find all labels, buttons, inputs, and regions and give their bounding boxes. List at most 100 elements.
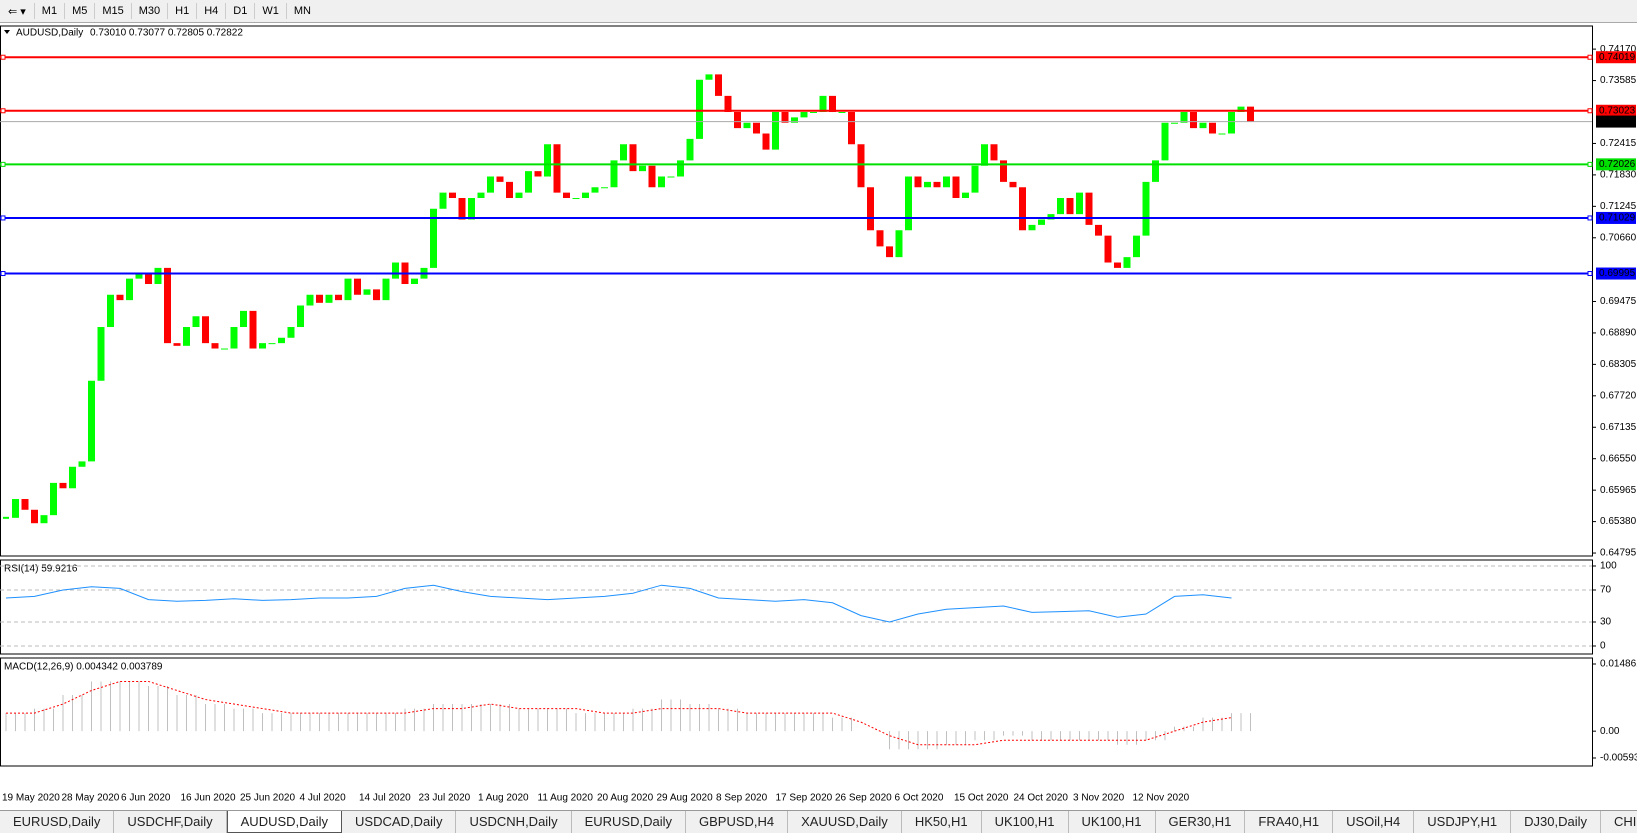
panel-frame <box>0 559 1593 655</box>
x-tick-label: 15 Oct 2020 <box>954 793 1009 804</box>
symbol-tab[interactable]: GBPUSD,H4 <box>686 811 789 833</box>
candle-body <box>97 327 105 381</box>
candle-body <box>1000 160 1007 182</box>
candle-body <box>373 289 380 301</box>
candle-body <box>135 273 143 279</box>
candle-body <box>487 176 494 193</box>
candle-body <box>829 95 836 113</box>
candle-body <box>677 160 684 177</box>
candle-body <box>477 192 485 199</box>
indicator-title: MACD(12,26,9) 0.004342 0.003789 <box>4 662 163 673</box>
toolbar-icon[interactable]: ⇐ ▾ <box>8 5 26 18</box>
candle-body <box>971 165 979 193</box>
y-tick-label: 0 <box>1600 641 1606 652</box>
candle-body <box>259 343 266 349</box>
level-handle <box>1587 108 1593 114</box>
candle-body <box>981 144 988 166</box>
level-handle <box>1587 271 1593 277</box>
symbol-tab[interactable]: DJ30,Daily <box>1511 811 1601 833</box>
symbol-tab[interactable]: USOil,H4 <box>1333 811 1415 833</box>
x-tick-label: 28 May 2020 <box>62 793 120 804</box>
x-tick-label: 24 Oct 2020 <box>1014 793 1069 804</box>
candle-body <box>601 187 608 189</box>
y-tick-label: 0.71245 <box>1600 201 1637 212</box>
candle-body <box>1057 198 1064 215</box>
x-tick-label: 11 Aug 2020 <box>538 793 594 804</box>
timeframe-button[interactable]: M1 <box>33 3 64 19</box>
y-tick-label: 100 <box>1600 561 1617 572</box>
symbol-tab[interactable]: GER30,H1 <box>1156 811 1246 833</box>
y-tick-label: 0.70660 <box>1600 232 1637 243</box>
candle-body <box>1028 224 1036 231</box>
symbol-tabs: EURUSD,Daily USDCHF,Daily AUDUSD,Daily USDC… <box>0 810 1637 833</box>
candle-body <box>344 278 352 301</box>
level-label: 0.72026 <box>1599 159 1636 170</box>
candle-body <box>21 499 29 510</box>
candle-body <box>943 176 950 188</box>
symbol-tab[interactable]: HK50,H1 <box>902 811 982 833</box>
candle-body <box>753 122 760 134</box>
candle-body <box>1161 122 1169 161</box>
timeframe-button[interactable]: H4 <box>196 3 225 19</box>
symbol-tab[interactable]: XAUUSD,Daily <box>788 811 902 833</box>
candle-body <box>164 267 171 344</box>
x-tick-label: 23 Jul 2020 <box>419 793 471 804</box>
candle-body <box>173 343 181 346</box>
timeframe-button[interactable]: M15 <box>94 3 130 19</box>
timeframe-button[interactable]: M5 <box>64 3 94 19</box>
y-tick-label: 0.67720 <box>1600 390 1637 401</box>
symbol-tab[interactable]: USDCHF,Daily <box>114 811 227 833</box>
level-handle <box>0 108 6 114</box>
x-tick-label: 12 Nov 2020 <box>1133 793 1190 804</box>
candle-body <box>202 316 209 344</box>
candle-body <box>116 294 124 301</box>
candle-body <box>658 176 665 188</box>
candle-body <box>297 305 304 328</box>
symbol-tab[interactable]: USDCAD,Daily <box>342 811 457 833</box>
symbol-tab[interactable]: EURUSD,Daily <box>572 811 686 833</box>
symbol-tab[interactable]: FRA40,H1 <box>1245 811 1334 833</box>
candle-body <box>734 112 741 129</box>
candle-body <box>1114 262 1121 268</box>
candle-body <box>211 343 219 349</box>
symbol-tab[interactable]: UK100,H1 <box>1069 811 1156 833</box>
candle-body <box>306 294 314 306</box>
symbol-tab[interactable]: CHINA300,H1 <box>1601 811 1637 833</box>
candle-body <box>515 192 523 199</box>
timeframe-button[interactable]: M30 <box>130 3 167 19</box>
candle-body <box>458 198 466 220</box>
symbol-tab[interactable]: UK100,H1 <box>982 811 1069 833</box>
timeframe-button[interactable]: W1 <box>254 3 286 19</box>
y-tick-label: 0.71830 <box>1600 170 1637 181</box>
x-tick-label: 16 Jun 2020 <box>181 793 236 804</box>
symbol-tab[interactable]: USDJPY,H1 <box>1414 811 1512 833</box>
level-handle <box>0 54 6 60</box>
candle-body <box>886 246 893 258</box>
candle-body <box>572 198 580 200</box>
candle-body <box>12 499 19 518</box>
level-label: 0.69995 <box>1599 268 1636 279</box>
candle-body <box>582 192 589 199</box>
level-handle <box>1587 161 1593 167</box>
candle-body <box>325 294 333 303</box>
candle-body <box>78 461 86 467</box>
symbol-tab[interactable]: EURUSD,Daily <box>0 811 115 833</box>
candle-body <box>1095 224 1102 236</box>
candle-body <box>221 348 228 350</box>
candle-body <box>1228 112 1235 134</box>
candle-body <box>667 176 675 178</box>
candle-body <box>563 192 570 199</box>
timeframe-button[interactable]: D1 <box>225 3 254 19</box>
level-handle <box>0 161 6 167</box>
symbol-tab[interactable]: AUDUSD,Daily <box>226 811 343 833</box>
timeframe-button[interactable]: H1 <box>167 3 196 19</box>
symbol-tab[interactable]: USDCNH,Daily <box>456 811 572 833</box>
candle-body <box>1218 133 1226 135</box>
y-tick-label: -0.005938 <box>1600 753 1637 764</box>
candle-body <box>1104 235 1112 263</box>
candle-body <box>335 294 342 301</box>
x-tick-label: 26 Sep 2020 <box>835 793 892 804</box>
candle-body <box>867 187 874 231</box>
candle-body <box>610 160 618 188</box>
timeframe-button[interactable]: MN <box>285 3 318 19</box>
